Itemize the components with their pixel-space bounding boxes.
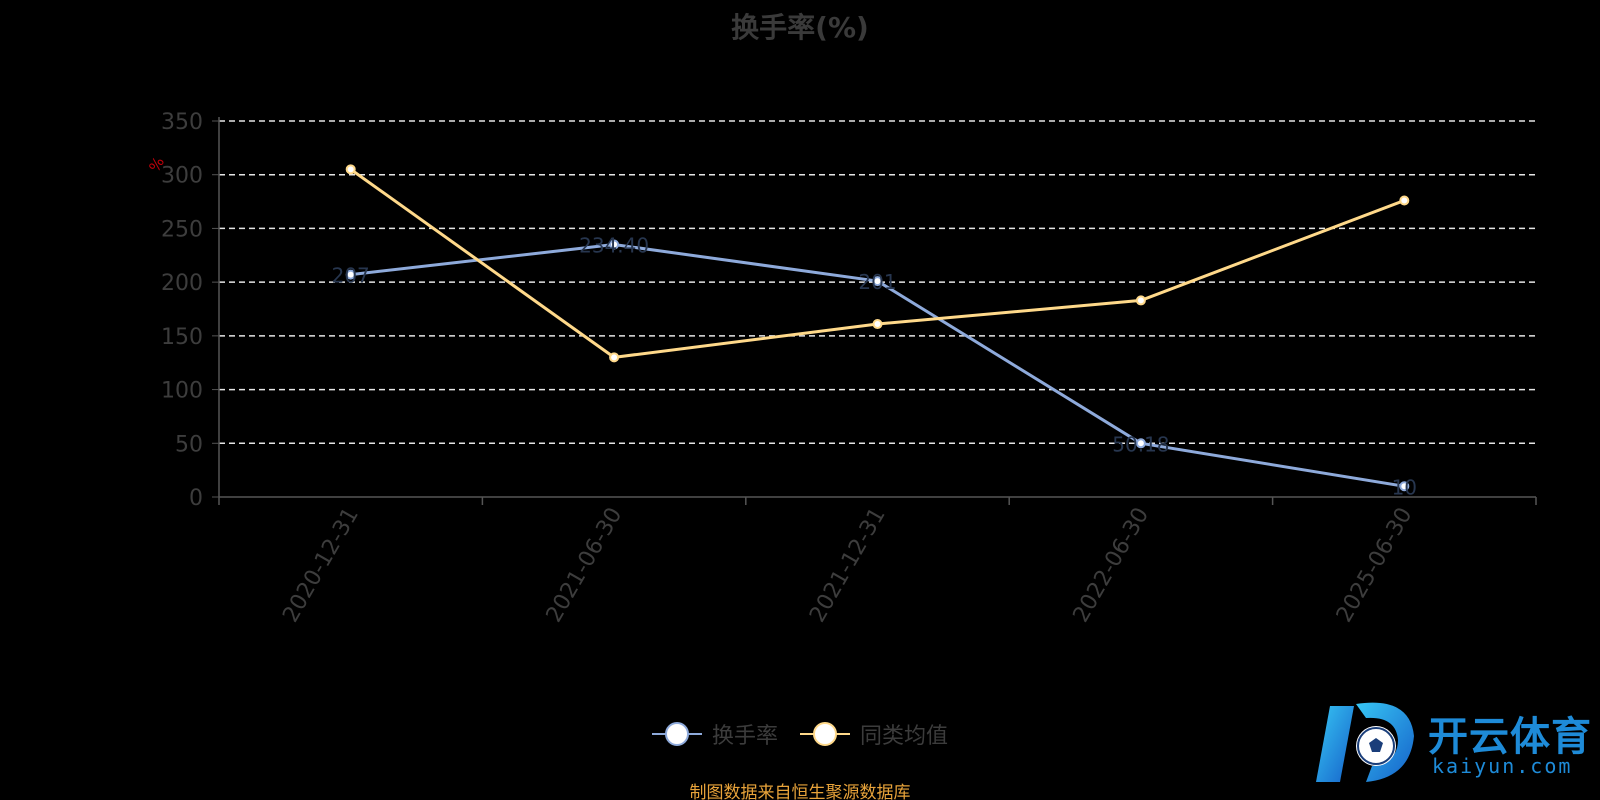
ytick-label-50: 50 [175,432,203,457]
point-series-1-0 [345,164,356,175]
point-series-1-2 [872,319,883,330]
xtick-label-2: 2021-12-31 [805,504,891,627]
series-line-1 [349,168,1405,359]
legend-label-series-1: 同类均值 [860,724,949,749]
ytick-label-200: 200 [161,271,203,296]
point-series-0-1 [609,239,620,250]
brand-logo-icon [1316,702,1414,782]
chart-title: 换手率(%) [731,11,869,44]
point-series-1-1 [609,352,620,363]
ytick-label-300: 300 [161,164,203,189]
ytick-label-150: 150 [161,325,203,350]
data-labels: 207 234.40 201 50.18 10 [332,234,1417,500]
point-series-0-3 [1135,438,1146,449]
legend: 换手率 同类均值 [0,718,1600,750]
xtick-label-4: 2025-06-30 [1332,504,1418,627]
point-series-1-3 [1135,295,1146,306]
data-label-series-0-0: 207 [332,264,370,288]
xtick-label-3: 2022-06-30 [1069,504,1155,627]
legend-swatch-series-0 [651,722,702,746]
ytick-label-250: 250 [161,217,203,242]
legend-label-series-0: 换手率 [711,724,778,749]
ytick-label-350: 350 [161,110,203,135]
xtick-label-1: 2021-06-30 [542,504,628,627]
ytick-label-100: 100 [161,379,203,404]
series-lines [345,164,1410,492]
point-series-1-4 [1399,195,1410,206]
data-label-series-0-3: 50.18 [1112,432,1169,456]
xtick-label-0: 2020-12-31 [278,504,364,627]
data-label-series-0-1: 234.40 [579,234,649,258]
source-note: 制图数据来自恒生聚源数据库 [689,783,911,800]
point-series-0-2 [872,276,883,287]
data-label-series-0-2: 201 [858,270,896,294]
point-series-0-0 [345,269,356,280]
legend-item-series-0[interactable]: 换手率 [651,718,778,750]
point-series-0-4 [1399,481,1410,492]
legend-swatch-series-1 [800,722,850,746]
brand-domain: kaiyun.com [1432,754,1573,778]
legend-item-series-1[interactable]: 同类均值 [800,718,948,750]
data-label-series-0-4: 10 [1392,475,1417,499]
brand-watermark: 开云体育 kaiyun.com [1310,696,1595,792]
brand-name: 开云体育 [1428,714,1592,760]
ytick-label-0: 0 [189,486,203,511]
